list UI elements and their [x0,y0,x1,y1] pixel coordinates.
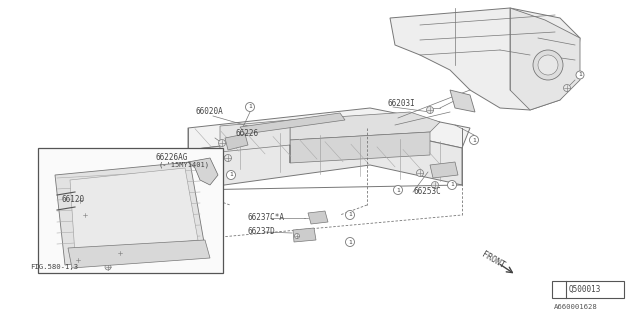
Polygon shape [290,112,440,140]
Circle shape [105,264,111,270]
Circle shape [447,180,456,189]
Text: 1: 1 [557,287,561,292]
Text: Q500013: Q500013 [569,285,602,294]
Bar [552,281,624,298]
Text: 1: 1 [450,182,454,188]
Bar [38,148,223,273]
Circle shape [426,107,433,114]
Circle shape [76,258,81,262]
Circle shape [225,155,232,162]
Text: FIG.580-1,3: FIG.580-1,3 [30,264,78,270]
Text: 1: 1 [248,105,252,109]
Circle shape [417,170,424,177]
Text: 66226: 66226 [236,129,259,138]
Text: (-'15MY1401): (-'15MY1401) [159,162,210,168]
Text: 1: 1 [348,239,352,244]
Polygon shape [188,158,218,185]
Polygon shape [450,90,475,112]
Polygon shape [188,108,470,150]
Circle shape [576,71,584,79]
Circle shape [118,251,122,255]
Text: 66237D: 66237D [248,228,276,236]
Circle shape [346,211,355,220]
Text: FRONT: FRONT [480,250,506,270]
Polygon shape [240,113,345,134]
Polygon shape [68,240,210,268]
Polygon shape [293,228,316,242]
Polygon shape [220,120,290,163]
Polygon shape [430,162,458,178]
Circle shape [218,140,225,147]
Circle shape [394,186,403,195]
Polygon shape [225,134,248,150]
Circle shape [83,212,88,218]
Text: 66237C*A: 66237C*A [248,213,285,222]
Text: 66120: 66120 [61,196,84,204]
Circle shape [538,55,558,75]
Polygon shape [188,128,462,190]
Text: 1: 1 [396,188,400,193]
Circle shape [294,234,300,238]
Circle shape [77,197,83,203]
Text: 1: 1 [229,172,233,178]
Polygon shape [70,168,198,255]
Circle shape [563,84,570,92]
Text: A660001628: A660001628 [554,304,598,310]
Circle shape [431,181,438,188]
Circle shape [346,237,355,246]
Polygon shape [55,162,205,265]
Polygon shape [308,211,328,224]
Polygon shape [290,132,430,163]
Polygon shape [510,8,580,110]
Text: 1: 1 [472,138,476,142]
Text: 66203I: 66203I [388,99,416,108]
Text: 66226AG: 66226AG [156,153,188,162]
Circle shape [533,50,563,80]
Polygon shape [390,8,580,110]
Circle shape [152,247,157,252]
Text: 1: 1 [578,73,582,77]
Text: 66020A: 66020A [196,108,224,116]
Circle shape [470,135,479,145]
Circle shape [246,102,255,111]
Text: 1: 1 [348,212,352,218]
Circle shape [227,171,236,180]
Circle shape [555,285,563,293]
Text: 66253C: 66253C [414,188,442,196]
